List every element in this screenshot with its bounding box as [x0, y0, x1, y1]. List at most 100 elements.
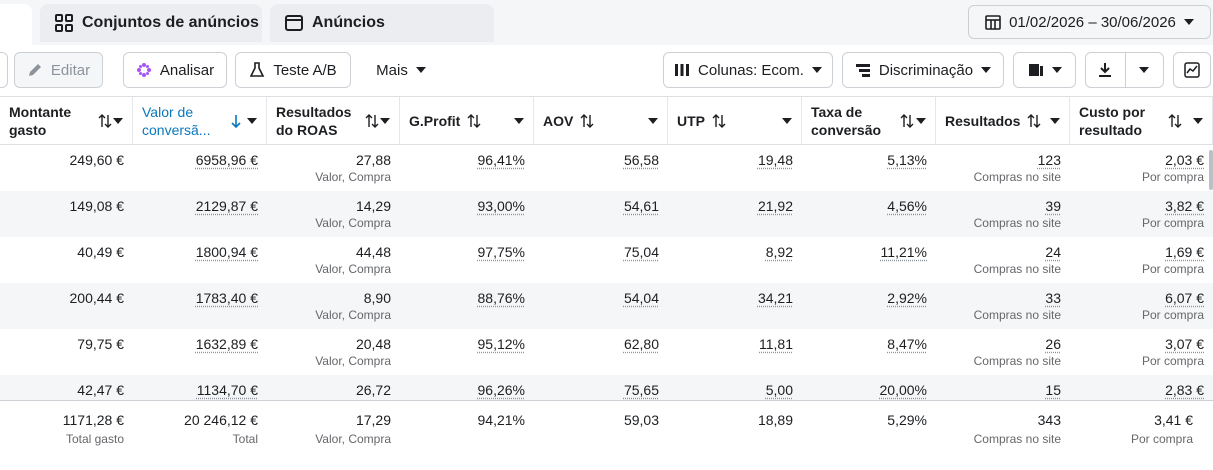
cell-sub: Valor, Compra [315, 170, 391, 184]
icon [285, 15, 303, 31]
cell: 1,69 € Por compra [1070, 237, 1213, 277]
column-header[interactable]: AOV [534, 96, 668, 145]
cell: 33 Compras no site [936, 283, 1070, 323]
cell: 96,41% [400, 145, 534, 169]
header-label: Valor de conversã... [142, 103, 211, 138]
cell-sub: Valor, Compra [315, 262, 391, 276]
table-row[interactable]: 249,60 € 6958,96 € 27,88 Valor, Compra 96,41… [0, 145, 1213, 191]
columns-button[interactable]: Colunas: Ecom. [663, 52, 833, 88]
cell-value: 20,48 [355, 336, 391, 352]
cell-value: 5,00 [765, 382, 793, 398]
caret [1139, 67, 1150, 73]
cell: 2129,87 € [133, 191, 267, 215]
ab-test-button[interactable]: Teste A/B [235, 52, 351, 88]
column-header[interactable]: Valor de conversã... [133, 96, 267, 145]
caret [1183, 19, 1194, 25]
column-header[interactable]: G.Profit [400, 96, 534, 145]
breakdown-button[interactable]: Discriminação [842, 52, 1004, 88]
column-header[interactable]: Montante gasto [0, 96, 133, 145]
icon [1184, 62, 1200, 78]
button[interactable] [0, 52, 8, 88]
cell: 8,47% [802, 329, 936, 353]
column-header[interactable]: Resultados [936, 96, 1070, 145]
cell-value: 249,60 € [69, 152, 125, 168]
cell: 3,07 € Por compra [1070, 329, 1213, 369]
cell-sub: Compras no site [973, 262, 1061, 276]
more-button[interactable]: Mais [365, 52, 437, 88]
reports-button[interactable] [1013, 52, 1076, 88]
cell-value: 62,80 [623, 336, 659, 352]
table-row[interactable]: 40,49 € 1800,94 € 44,48 Valor, Compra 97,75%… [0, 237, 1213, 283]
sort-icon [712, 113, 726, 128]
cell-value: 149,08 € [69, 198, 125, 214]
cell-value: 6958,96 € [195, 152, 258, 168]
cell-sub: Compras no site [973, 216, 1061, 230]
cell-sub: Por compra [1141, 262, 1204, 276]
header-label: Resultados do ROAS [276, 103, 352, 138]
button-label: Analisar [159, 61, 215, 79]
cell: 54,61 [534, 191, 668, 215]
table-row[interactable]: 149,08 € 2129,87 € 14,29 Valor, Compra 93,00… [0, 191, 1213, 237]
cell: 2,92% [802, 283, 936, 307]
column-header[interactable]: Resultados do ROAS [267, 96, 400, 145]
icon [985, 15, 1001, 30]
cell-value: 54,04 [623, 290, 659, 306]
tab[interactable]: Conjuntos de anúncios [40, 4, 262, 42]
cell: 40,49 € [0, 237, 133, 261]
analyze-button[interactable]: Analisar [123, 52, 227, 88]
cell: 1632,89 € [133, 329, 267, 353]
cell: 5,29% [802, 405, 936, 429]
cell: 2,83 € [1070, 375, 1213, 399]
cell-value: 24 [1045, 244, 1061, 260]
cell-value: 26 [1045, 336, 1061, 352]
cell: 123 Compras no site [936, 145, 1070, 185]
cell: 44,48 Valor, Compra [267, 237, 400, 277]
cell-sub: Compras no site [973, 308, 1061, 322]
cell-value: 11,21% [880, 244, 927, 260]
cell-sub: Compras no site [973, 354, 1061, 368]
date-picker[interactable]: 01/02/2026 – 30/06/2026 [968, 5, 1211, 39]
table-row[interactable]: 79,75 € 1632,89 € 20,48 Valor, Compra 95,12%… [0, 329, 1213, 375]
export-button[interactable] [1085, 52, 1164, 88]
cell: 2,03 € Por compra [1070, 145, 1213, 185]
chart-button[interactable] [1173, 52, 1211, 88]
cell-value: 75,04 [623, 244, 659, 260]
cell-value: 8,92 [765, 244, 793, 260]
column-header[interactable]: UTP [668, 96, 802, 145]
icon [136, 63, 151, 77]
cell: 1783,40 € [133, 283, 267, 307]
sort-icon [98, 113, 112, 128]
cell-value: 19,48 [757, 152, 793, 168]
total-sub: Compras no site [973, 432, 1061, 446]
cell-value: 3,82 € [1165, 198, 1204, 214]
table-row[interactable]: 200,44 € 1783,40 € 8,90 Valor, Compra 88,76%… [0, 283, 1213, 329]
cell-value: 96,26% [477, 382, 525, 398]
cell-value: 39 [1045, 198, 1061, 214]
cell: 6,07 € Por compra [1070, 283, 1213, 323]
cell-sub: Valor, Compra [315, 308, 391, 322]
total-sub: Valor, Compra [315, 432, 391, 446]
cell-sub: Valor, Compra [315, 354, 391, 368]
column-header[interactable]: Custo por resultado [1070, 96, 1213, 145]
cell: 39 Compras no site [936, 191, 1070, 231]
cell-value: 200,44 € [69, 290, 125, 306]
total-value: 20 246,12 € [184, 412, 258, 428]
icon [855, 64, 870, 77]
button-label: Colunas: Ecom. [698, 61, 804, 79]
cell-value: 93,00% [477, 198, 525, 214]
cell: 8,90 Valor, Compra [267, 283, 400, 323]
cell: 21,92 [668, 191, 802, 215]
cell: 5,13% [802, 145, 936, 169]
caret [1193, 117, 1203, 124]
cell-value: 2129,87 € [195, 198, 258, 214]
sort-icon [1027, 113, 1041, 128]
total-value: 1171,28 € [62, 412, 124, 428]
active-tab[interactable] [0, 4, 32, 45]
totals-row: 1171,28 € Total gasto 20 246,12 € Total 17,2… [0, 400, 1213, 470]
edit-button[interactable]: Editar [14, 52, 103, 88]
tab[interactable]: Anúncios [270, 4, 494, 42]
cell-value: 26,72 [355, 382, 391, 398]
button-label: Editar [50, 61, 91, 79]
column-header[interactable]: Taxa de conversão [802, 96, 936, 145]
cell: 97,75% [400, 237, 534, 261]
